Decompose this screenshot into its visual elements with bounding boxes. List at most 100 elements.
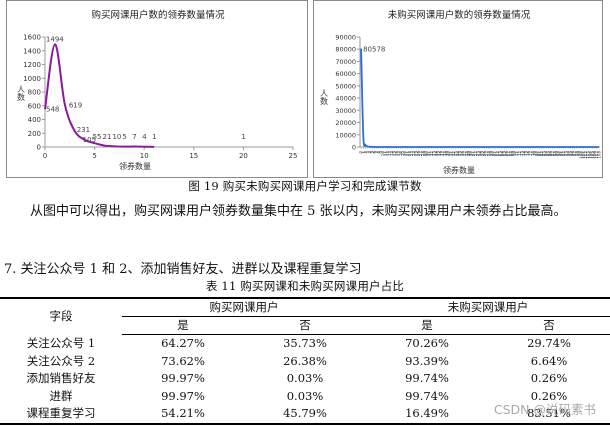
x-tick-label: 71 bbox=[515, 151, 520, 157]
table-cell-value: 99.74% bbox=[405, 388, 449, 403]
x-tick-label: 28 bbox=[420, 151, 425, 157]
x-tick-label: 15 bbox=[392, 151, 397, 157]
chart-purchased-coupons: 购买网课用户数的领券数量情况02004006008001000120014001… bbox=[17, 9, 298, 171]
table-row: 关注公众号 2 73.62% 26.38% 93.39% 6.64% bbox=[0, 353, 610, 371]
x-tick-label: 62 bbox=[495, 151, 500, 157]
x-tick-label: 85 bbox=[546, 151, 551, 157]
x-tick-label: 78 bbox=[530, 151, 535, 157]
data-label: 21 bbox=[103, 133, 112, 141]
x-tick-label: 73 bbox=[519, 151, 524, 157]
x-tick-label: 4 bbox=[367, 151, 372, 154]
x-tick-label: 6 bbox=[372, 151, 377, 154]
y-axis-title: 人数 bbox=[320, 89, 329, 106]
table-header-field: 字段 bbox=[0, 297, 122, 335]
y-tick-label: 10000 bbox=[335, 131, 356, 139]
x-tick-label: 105 bbox=[590, 151, 595, 159]
data-label: 1 bbox=[152, 133, 156, 141]
x-tick-label: 94 bbox=[566, 151, 571, 157]
x-tick-label: 82 bbox=[539, 151, 544, 157]
x-tick-label: 10 bbox=[140, 152, 149, 160]
x-tick-label: 56 bbox=[482, 151, 487, 157]
x-tick-label: 38 bbox=[442, 151, 447, 157]
body-paragraph: 从图中可以得出，购买网课用户领券数量集中在 5 张以内，未购买网课用户未领券占比… bbox=[30, 204, 567, 219]
x-tick-label: 65 bbox=[502, 151, 507, 157]
x-tick-label: 61 bbox=[493, 151, 498, 157]
x-tick-label: 16 bbox=[394, 151, 399, 157]
y-tick-label: 800 bbox=[28, 89, 41, 97]
x-tick-label: 64 bbox=[500, 151, 505, 157]
x-tick-label: 69 bbox=[511, 151, 516, 157]
x-tick-label: 77 bbox=[528, 151, 533, 157]
chart-panel-not-purchased: 未购买网课用户数的领券数量情况 0 10000 20000 30000 40000 5000… bbox=[313, 0, 603, 178]
x-tick-label: 83 bbox=[541, 151, 546, 157]
y-tick-label: 90000 bbox=[335, 34, 356, 42]
x-tick-label: 25 bbox=[414, 151, 419, 157]
data-label: 4 bbox=[142, 133, 147, 141]
x-tick-label: 98 bbox=[574, 151, 579, 157]
x-tick-label: 50 bbox=[469, 151, 474, 157]
x-tick-label: 42 bbox=[451, 151, 456, 157]
table-cell-value: 35.73% bbox=[283, 336, 327, 350]
x-tick-label: 21 bbox=[405, 151, 410, 157]
y-tick-label: 1000 bbox=[23, 75, 41, 83]
x-tick-label: 18 bbox=[398, 151, 403, 157]
x-tick-label: 97 bbox=[572, 151, 577, 157]
x-tick-label: 84 bbox=[544, 151, 549, 157]
x-tick-label: 66 bbox=[504, 151, 509, 157]
x-tick-label: 72 bbox=[517, 151, 522, 157]
x-tick-label: 24 bbox=[411, 151, 416, 157]
x-tick-label: 89 bbox=[555, 151, 560, 157]
x-tick-label: 5 bbox=[92, 152, 96, 160]
x-tick-label: 101 bbox=[581, 151, 586, 159]
x-tick-label: 54 bbox=[478, 151, 483, 157]
x-tick-label: 0 bbox=[359, 151, 364, 154]
y-tick-label: 1400 bbox=[23, 47, 41, 55]
y-tick-label: 0 bbox=[352, 144, 356, 152]
data-label: 55 bbox=[93, 133, 102, 141]
x-tick-label: 14 bbox=[389, 151, 394, 157]
y-tick-label: 400 bbox=[28, 116, 41, 124]
x-tick-label: 11 bbox=[383, 151, 388, 157]
x-tick-label: 9 bbox=[378, 151, 383, 154]
x-tick-label: 5 bbox=[370, 151, 375, 154]
table-row: 课程重复学习 54.21% 45.79% 16.49% 83.51% bbox=[0, 405, 610, 425]
x-tick-label: 90 bbox=[557, 151, 562, 157]
table-cell-field: 添加销售好友 bbox=[26, 371, 96, 385]
x-tick-label: 103 bbox=[585, 151, 590, 159]
y-tick-label: 30000 bbox=[335, 107, 356, 115]
table-cell-value: 93.39% bbox=[405, 353, 449, 368]
table-cell-field: 关注公众号 2 bbox=[26, 353, 96, 368]
x-tick-label: 30 bbox=[425, 151, 430, 157]
x-tick-label: 43 bbox=[453, 151, 458, 157]
x-tick-label: 44 bbox=[455, 151, 460, 157]
x-tick-label: 8 bbox=[376, 151, 381, 154]
x-tick-label: 102 bbox=[583, 151, 588, 159]
table-cell-value: 70.26% bbox=[405, 336, 449, 350]
x-tick-label: 106 bbox=[592, 151, 597, 159]
figure-caption: 图 19 购买未购买网课用户学习和完成课节数 bbox=[188, 179, 422, 193]
x-tick-label: 23 bbox=[409, 151, 414, 157]
table-cell-value: 99.97% bbox=[161, 388, 205, 403]
table-header-not-purchased: 未购买网课用户 bbox=[366, 297, 610, 317]
table-cell-value: 99.74% bbox=[405, 371, 449, 385]
table-cell-value: 0.26% bbox=[530, 371, 568, 385]
y-tick-label: 0 bbox=[37, 144, 41, 152]
data-label: 10 bbox=[112, 133, 121, 141]
table-header-purchased: 购买网课用户 bbox=[122, 297, 366, 317]
x-tick-label: 48 bbox=[464, 151, 469, 157]
x-tick-label: 40 bbox=[447, 151, 452, 157]
table-row: 进群 99.97% 0.03% 99.74% 0.26% bbox=[0, 388, 610, 406]
x-tick-label: 37 bbox=[440, 151, 445, 157]
x-tick-label: 47 bbox=[462, 151, 467, 157]
x-tick-label: 74 bbox=[522, 151, 527, 157]
table-subheader-no: 否 bbox=[488, 316, 610, 335]
table-cell-field: 进群 bbox=[49, 388, 73, 403]
y-tick-label: 1200 bbox=[23, 61, 41, 69]
y-tick-label: 20000 bbox=[335, 119, 356, 127]
x-tick-label: 92 bbox=[561, 151, 566, 157]
x-tick-label: 93 bbox=[563, 151, 568, 157]
x-tick-label: 81 bbox=[537, 151, 542, 157]
x-tick-label: 108 bbox=[596, 151, 601, 159]
x-tick-label: 100 bbox=[579, 151, 584, 159]
chart-title: 购买网课用户数的领券数量情况 bbox=[91, 9, 225, 21]
